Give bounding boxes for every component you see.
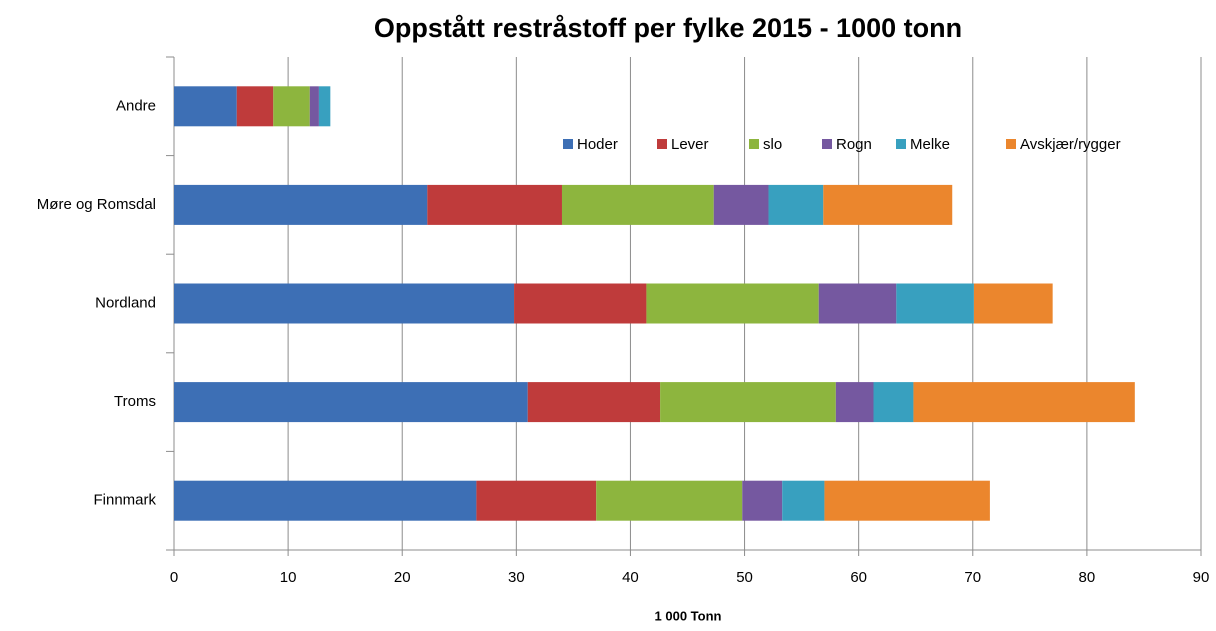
bar-segment	[514, 283, 647, 324]
bar-segment	[236, 86, 274, 127]
bar-segment	[824, 480, 990, 521]
bar-segment	[913, 382, 1135, 423]
x-axis-label: 1 000 Tonn	[655, 608, 722, 623]
x-tick-label: 20	[394, 569, 411, 586]
bar-segment	[660, 382, 836, 423]
bar-segment	[174, 480, 477, 521]
y-tick-label: Møre og Romsdal	[37, 196, 156, 213]
bar-segment	[873, 382, 914, 423]
legend-swatch	[657, 139, 667, 149]
legend-label: Rogn	[836, 136, 872, 153]
bar-segment	[273, 86, 310, 127]
x-tick-label: 10	[280, 569, 297, 586]
x-tick-label: 30	[508, 569, 525, 586]
bar-segment	[596, 480, 743, 521]
legend-swatch	[749, 139, 759, 149]
y-tick-label: Nordland	[95, 294, 156, 311]
bar-segment	[646, 283, 819, 324]
legend-label: Lever	[671, 136, 709, 153]
legend-label: Hoder	[577, 136, 618, 153]
y-tick-label: Andre	[116, 97, 156, 114]
legend-label: Melke	[910, 136, 950, 153]
bar-segment	[174, 283, 515, 324]
bar-segment	[973, 283, 1053, 324]
bar-segment	[309, 86, 319, 127]
x-tick-label: 70	[964, 569, 981, 586]
legend-swatch	[563, 139, 573, 149]
bar-segment	[896, 283, 974, 324]
bar-segment	[823, 184, 953, 225]
bar-segment	[427, 184, 562, 225]
bar-segment	[742, 480, 783, 521]
bar-segment	[835, 382, 874, 423]
bar-segment	[476, 480, 597, 521]
bar-segment	[174, 382, 528, 423]
legend-swatch	[822, 139, 832, 149]
x-tick-label: 0	[170, 569, 178, 586]
bar-segment	[561, 184, 714, 225]
legend-label: slo	[763, 136, 782, 153]
bar-segment	[713, 184, 769, 225]
bar-segment	[768, 184, 824, 225]
y-tick-label: Finnmark	[93, 492, 156, 509]
legend-swatch	[1006, 139, 1016, 149]
x-tick-label: 40	[622, 569, 639, 586]
x-tick-label: 50	[736, 569, 753, 586]
chart-title: Oppstått restråstoff per fylke 2015 - 10…	[374, 13, 962, 43]
x-tick-label: 60	[850, 569, 867, 586]
bar-segment	[318, 86, 331, 127]
bar-segment	[818, 283, 897, 324]
legend-swatch	[896, 139, 906, 149]
bar-segment	[527, 382, 661, 423]
bar-segment	[174, 86, 237, 127]
y-tick-label: Troms	[114, 393, 156, 410]
x-tick-label: 80	[1079, 569, 1096, 586]
legend-label: Avskjær/rygger	[1020, 136, 1121, 153]
bar-segment	[174, 184, 428, 225]
x-tick-label: 90	[1193, 569, 1210, 586]
bar-segment	[782, 480, 825, 521]
